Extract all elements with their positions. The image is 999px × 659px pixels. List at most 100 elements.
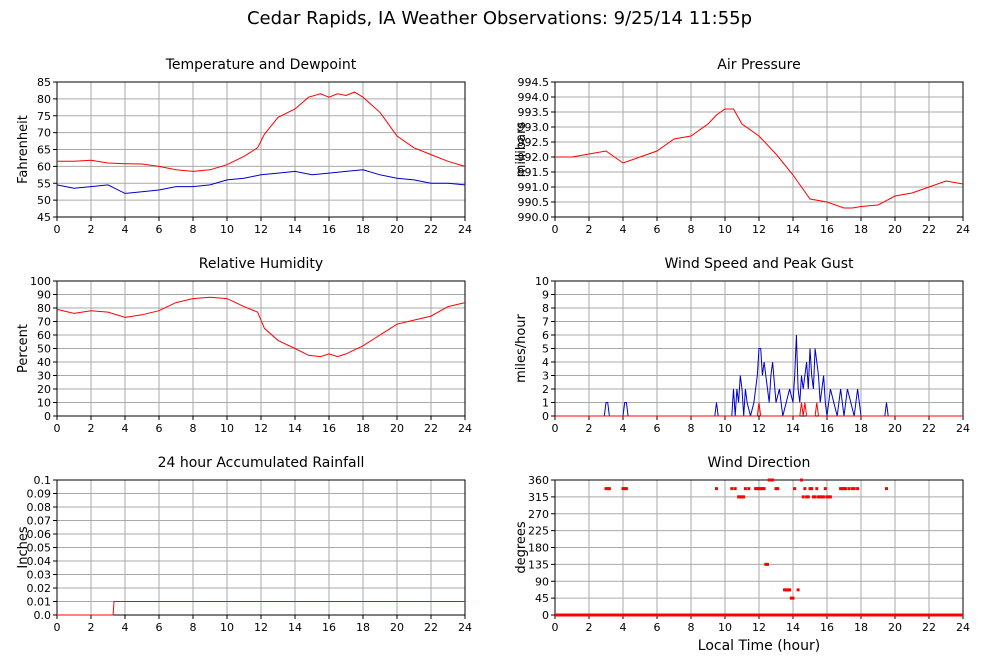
x-tick-label: 2	[88, 422, 95, 435]
direction-point	[738, 495, 742, 499]
direction-point	[769, 478, 773, 482]
direction-point	[747, 487, 751, 491]
x-tick-label: 10	[718, 621, 732, 634]
y-tick-label: 100	[30, 275, 51, 288]
x-tick-label: 4	[122, 621, 129, 634]
x-tick-label: 14	[288, 621, 302, 634]
chart-title: Temperature and Dewpoint	[165, 57, 357, 73]
x-tick-label: 14	[288, 223, 302, 236]
series-line-1	[56, 169, 466, 194]
x-tick-label: 22	[424, 621, 438, 634]
x-tick-label: 4	[122, 422, 129, 435]
direction-point	[754, 487, 758, 491]
x-tick-label: 24	[458, 223, 472, 236]
x-tick-label: 4	[620, 223, 627, 236]
y-tick-label: 993.0	[518, 121, 550, 134]
y-tick-label: 90	[37, 289, 51, 302]
x-tick-label: 0	[552, 422, 559, 435]
plot-frame	[56, 479, 466, 616]
y-axis-label: miles/hour	[514, 313, 529, 382]
direction-point	[828, 495, 832, 499]
chart-title: Wind Direction	[708, 455, 811, 471]
y-tick-label: 9	[542, 289, 549, 302]
plot-frame	[554, 280, 964, 417]
x-tick-label: 12	[254, 223, 268, 236]
plot-frame	[554, 81, 964, 218]
y-tick-label: 135	[528, 558, 549, 571]
y-tick-label: 80	[37, 93, 51, 106]
x-tick-label: 2	[88, 621, 95, 634]
chart-temp: Temperature and Dewpoint4550556065707580…	[16, 57, 472, 236]
y-tick-label: 360	[528, 474, 549, 487]
chart-rain: 24 hour Accumulated Rainfall0.00.010.020…	[16, 455, 472, 634]
y-tick-label: 0	[542, 609, 549, 622]
direction-point	[844, 487, 848, 491]
y-tick-label: 990.5	[518, 196, 550, 209]
y-tick-label: 1	[542, 397, 549, 410]
y-axis-label: millibars	[514, 122, 529, 178]
plot-frame	[56, 280, 466, 417]
series-line-0	[57, 91, 466, 172]
direction-point	[715, 487, 718, 491]
x-tick-label: 20	[390, 422, 404, 435]
x-tick-label: 6	[654, 422, 661, 435]
direction-point	[740, 495, 744, 499]
x-tick-label: 2	[586, 422, 593, 435]
y-tick-label: 45	[535, 592, 549, 605]
x-tick-label: 18	[854, 223, 868, 236]
y-tick-label: 991.5	[518, 166, 550, 179]
direction-point	[776, 487, 780, 491]
y-tick-label: 6	[542, 329, 549, 342]
direction-point	[820, 495, 824, 499]
x-tick-label: 20	[390, 223, 404, 236]
x-tick-label: 18	[356, 223, 370, 236]
x-tick-label: 6	[654, 223, 661, 236]
x-tick-label: 12	[752, 422, 766, 435]
x-tick-label: 4	[620, 621, 627, 634]
y-tick-label: 45	[37, 211, 51, 224]
direction-point	[742, 495, 746, 499]
direction-point	[771, 478, 775, 482]
x-tick-label: 24	[458, 422, 472, 435]
direction-point	[793, 487, 797, 491]
x-tick-label: 6	[156, 422, 163, 435]
direction-point	[789, 596, 793, 600]
chart-title: Relative Humidity	[199, 256, 323, 272]
direction-point	[762, 487, 766, 491]
direction-point	[733, 487, 737, 491]
y-tick-label: 992.5	[518, 136, 550, 149]
x-tick-label: 24	[956, 621, 970, 634]
direction-point	[840, 487, 844, 491]
direction-point	[767, 478, 771, 482]
y-tick-label: 20	[37, 383, 51, 396]
x-tick-label: 4	[620, 422, 627, 435]
direction-point	[623, 487, 627, 491]
x-tick-label: 8	[688, 422, 695, 435]
direction-point	[786, 588, 790, 592]
y-tick-label: 65	[37, 144, 51, 157]
x-tick-label: 4	[122, 223, 129, 236]
series-line-1	[555, 402, 963, 417]
direction-point	[755, 487, 759, 491]
y-tick-label: 80	[37, 302, 51, 315]
x-tick-label: 6	[156, 223, 163, 236]
x-tick-label: 16	[820, 621, 834, 634]
x-tick-label: 0	[54, 223, 61, 236]
y-tick-label: 0.1	[34, 474, 52, 487]
y-tick-label: 0.03	[27, 569, 52, 582]
x-tick-label: 8	[688, 223, 695, 236]
y-axis-label: Inches	[16, 526, 31, 568]
x-tick-label: 0	[552, 223, 559, 236]
y-tick-label: 40	[37, 356, 51, 369]
direction-point	[803, 487, 807, 491]
y-tick-label: 0.05	[27, 542, 52, 555]
y-tick-label: 990.0	[518, 211, 550, 224]
x-tick-label: 12	[254, 422, 268, 435]
plot-frame	[56, 81, 466, 218]
x-tick-label: 16	[322, 422, 336, 435]
direction-point	[847, 487, 851, 491]
y-tick-label: 70	[37, 316, 51, 329]
y-axis-label: Fahrenheit	[16, 115, 31, 184]
